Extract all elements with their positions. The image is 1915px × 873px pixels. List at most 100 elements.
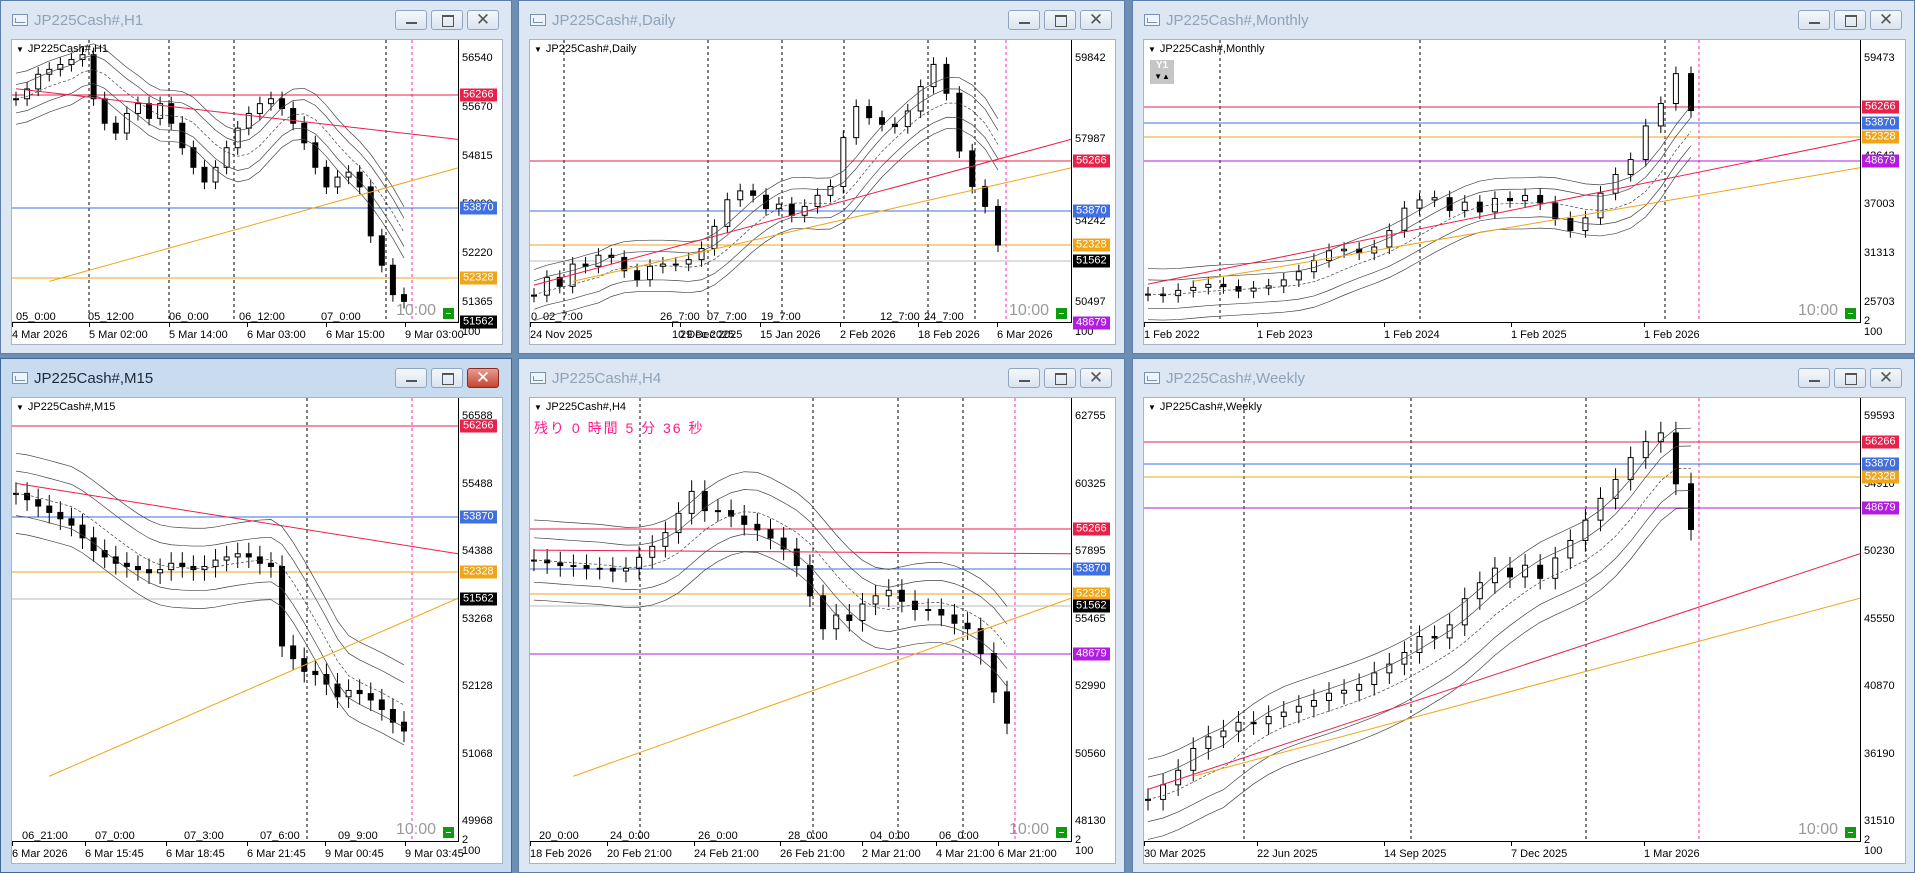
- bear-candle: [401, 294, 407, 302]
- price-axis[interactable]: 5654055670548155309052220513652100562665…: [458, 40, 502, 338]
- chart-window-weekly[interactable]: JP225Cash#,Weekly ✕ JP225Cash#,Weekly 10:00…: [1132, 358, 1915, 873]
- chart-symbol-label[interactable]: JP225Cash#,H1: [16, 43, 108, 55]
- chart-symbol-label[interactable]: JP225Cash#,Weekly: [1148, 401, 1262, 413]
- bear-candle: [378, 699, 385, 711]
- zoom-year-badge[interactable]: Y1 ▼▲: [1150, 60, 1174, 84]
- chart-window-icon: [12, 14, 28, 26]
- minimize-button[interactable]: [1008, 368, 1040, 388]
- price-tick-label: 59473: [1864, 52, 1895, 64]
- chart-symbol-label[interactable]: JP225Cash#,H4: [534, 401, 626, 413]
- close-button[interactable]: ✕: [467, 10, 499, 30]
- maximize-button[interactable]: [1834, 368, 1866, 388]
- time-axis[interactable]: 6 Mar 2026 6 Mar 15:45 6 Mar 18:45 6 Mar 21…: [12, 842, 502, 863]
- bear-candle: [912, 600, 919, 611]
- bollinger-band-line: [1147, 145, 1692, 310]
- window-titlebar[interactable]: JP225Cash#,Daily ✕: [519, 1, 1124, 39]
- close-button[interactable]: ✕: [1080, 10, 1112, 30]
- maximize-button[interactable]: [431, 10, 463, 30]
- minimize-button[interactable]: [395, 10, 427, 30]
- chart-window-h1[interactable]: JP225Cash#,H1 ✕ JP225Cash#,H1 05_0:00 05_12:…: [0, 0, 512, 354]
- price-plot[interactable]: JP225Cash#,H1 05_0:00 05_12:00 06_0:00 06_12…: [12, 40, 459, 323]
- bull-candle: [267, 98, 274, 105]
- close-button[interactable]: ✕: [1870, 10, 1902, 30]
- chart-window-monthly[interactable]: JP225Cash#,Monthly ✕ JP225Cash#,Monthly Y1▼…: [1132, 0, 1915, 354]
- bear-candle: [1220, 283, 1227, 288]
- price-tick-label: 100: [1864, 326, 1883, 338]
- time-axis[interactable]: 30 Mar 2025 22 Jun 2025 14 Sep 2025 7 Dec 2…: [1144, 842, 1905, 863]
- price-axis[interactable]: 62755 60325 57895 55465 52990 50560 48130 2 100 5…: [1071, 398, 1115, 857]
- price-tick-label: 100: [462, 845, 481, 857]
- chart-symbol-label[interactable]: JP225Cash#,Daily: [534, 43, 637, 55]
- bull-candle: [35, 73, 42, 90]
- minimize-button[interactable]: [1008, 10, 1040, 30]
- bull-candle: [636, 556, 643, 569]
- price-tick-label: 62755: [1075, 410, 1106, 422]
- close-button[interactable]: ✕: [467, 368, 499, 388]
- bull-candle: [672, 263, 679, 266]
- bull-candle: [1341, 248, 1348, 252]
- bollinger-band-line: [15, 493, 405, 706]
- chart-window-daily[interactable]: JP225Cash#,Daily ✕ JP225Cash#,Daily 0 02_7:0…: [518, 0, 1125, 354]
- price-axis[interactable]: 59593 54910 50230 45550 40870 36190 31510 2 100 5…: [1860, 398, 1905, 857]
- chart-window-m15[interactable]: JP225Cash#,M15 ✕ JP225Cash#,M15 06_21:00 07_…: [0, 358, 512, 873]
- price-plot[interactable]: JP225Cash#,Weekly 10:00: [1144, 398, 1861, 842]
- bear-candle: [846, 614, 853, 622]
- price-axis[interactable]: 56588 55488 54388 53268 52128 51068 49968 2 100 5…: [458, 398, 502, 857]
- bollinger-band-line: [1147, 490, 1692, 822]
- price-plot[interactable]: JP225Cash#,Daily 0 02_7:00 26_7:00 07_7:00 19…: [530, 40, 1072, 323]
- minimize-button[interactable]: [395, 368, 427, 388]
- chart-symbol-label[interactable]: JP225Cash#,M15: [16, 401, 115, 413]
- window-titlebar[interactable]: JP225Cash#,M15 ✕: [1, 359, 511, 397]
- bull-candle: [596, 567, 603, 570]
- time-tick-label: 7 Dec 2025: [1511, 842, 1568, 860]
- chart-area[interactable]: JP225Cash#,MonthlyY1▼▲10:005947351302426…: [1143, 39, 1906, 345]
- chart-window-h4[interactable]: JP225Cash#,H4 ✕ JP225Cash#,H4 残り 0 時間 5 分 3…: [518, 358, 1125, 873]
- bear-candle: [1537, 564, 1544, 579]
- bull-candle: [1356, 683, 1363, 691]
- bear-candle: [898, 589, 905, 602]
- chart-area[interactable]: JP225Cash#,M15 06_21:00 07_0:00 07_3:00 07_6…: [11, 397, 503, 864]
- chart-area[interactable]: JP225Cash#,H4 残り 0 時間 5 分 36 秒 20_0:00 24_0…: [529, 397, 1116, 864]
- chart-area[interactable]: JP225Cash#,Daily 0 02_7:00 26_7:00 07_7:00 19…: [529, 39, 1116, 345]
- minimize-button[interactable]: [1798, 368, 1830, 388]
- chart-area[interactable]: JP225Cash#,H1 05_0:00 05_12:00 06_0:00 06_12…: [11, 39, 503, 345]
- window-titlebar[interactable]: JP225Cash#,Weekly ✕: [1133, 359, 1914, 397]
- maximize-button[interactable]: [1044, 368, 1076, 388]
- price-plot[interactable]: JP225Cash#,Monthly Y1▼▲ 10:00: [1144, 40, 1861, 323]
- bollinger-band-line: [533, 77, 999, 270]
- minimize-button[interactable]: [1798, 10, 1830, 30]
- chart-area[interactable]: JP225Cash#,Weekly10:00595935491050230455…: [1143, 397, 1906, 864]
- bull-candle: [1280, 711, 1287, 717]
- window-titlebar[interactable]: JP225Cash#,H1 ✕: [1, 1, 511, 39]
- candlestick-svg: [12, 40, 458, 322]
- window-titlebar[interactable]: JP225Cash#,H4 ✕: [519, 359, 1124, 397]
- bollinger-band-line: [533, 88, 999, 282]
- bear-candle: [995, 205, 1001, 246]
- maximize-button[interactable]: [431, 368, 463, 388]
- bear-candle: [401, 721, 407, 732]
- close-button[interactable]: ✕: [1080, 368, 1112, 388]
- time-axis[interactable]: 4 Mar 2026 5 Mar 02:00 5 Mar 14:00 6 Mar 03…: [12, 323, 502, 344]
- badge-arrows-icon[interactable]: ▼▲: [1154, 72, 1170, 81]
- time-axis[interactable]: 18 Feb 2026 20 Feb 21:00 24 Feb 21:00 26 Fe…: [530, 842, 1115, 863]
- time-tick-label: 20 Feb 21:00: [607, 842, 672, 860]
- chart-symbol-label[interactable]: JP225Cash#,Monthly: [1148, 43, 1265, 55]
- maximize-button[interactable]: [1044, 10, 1076, 30]
- price-axis[interactable]: 5984257987542425049721005626653870523285…: [1071, 40, 1115, 338]
- time-axis[interactable]: 1 Feb 2022 1 Feb 2023 1 Feb 2024 1 Feb 2025…: [1144, 323, 1905, 344]
- bear-candle: [1004, 691, 1010, 724]
- window-titlebar[interactable]: JP225Cash#,Monthly ✕: [1133, 1, 1914, 39]
- bollinger-band-line: [1147, 507, 1692, 840]
- close-button[interactable]: ✕: [1870, 368, 1902, 388]
- time-tick-label: 29 Dec 2025: [680, 323, 743, 341]
- price-axis[interactable]: 5947351302426433700331313257032100562665…: [1860, 40, 1905, 338]
- price-plot[interactable]: JP225Cash#,H4 残り 0 時間 5 分 36 秒 20_0:00 24_0…: [530, 398, 1072, 842]
- price-tick-label: 25703: [1864, 296, 1895, 308]
- bear-candle: [634, 270, 641, 281]
- bull-candle: [1326, 692, 1332, 701]
- bull-candle: [1567, 540, 1574, 559]
- bear-candle: [90, 537, 97, 552]
- maximize-button[interactable]: [1834, 10, 1866, 30]
- price-plot[interactable]: JP225Cash#,M15 06_21:00 07_0:00 07_3:00 07_6…: [12, 398, 459, 842]
- time-axis[interactable]: 24 Nov 2025 10 Dec 2025 29 Dec 2025 15 Jan …: [530, 323, 1115, 344]
